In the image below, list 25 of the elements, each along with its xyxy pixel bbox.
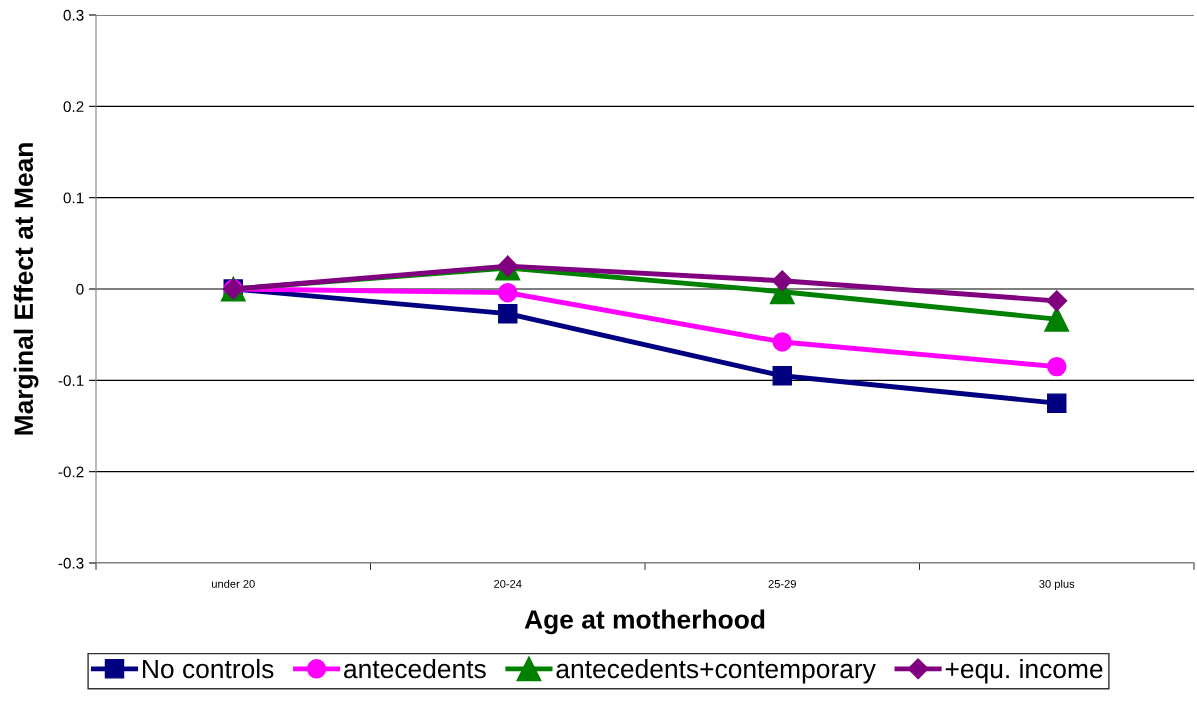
x-tick-label: 20-24 (494, 579, 522, 588)
y-axis-title: Marginal Effect at Mean (13, 143, 39, 435)
x-tick-label: 30 plus (1039, 579, 1075, 591)
y-tick-label: -0.2 (58, 466, 84, 478)
y-tick-label: 0.2 (63, 101, 84, 113)
point (498, 282, 518, 303)
x-axis-title: Age at motherhood (524, 609, 765, 635)
y-tick-label: 0 (76, 283, 84, 295)
point (1046, 290, 1068, 312)
y-tick-label: 0.3 (63, 9, 84, 21)
y-tick-label: -0.1 (58, 375, 84, 387)
legend-label: +equ. income (945, 658, 1103, 684)
point (498, 303, 518, 324)
x-tick-label: under 20 (212, 579, 255, 588)
legend-label: antecedents (344, 658, 486, 679)
legend-label: No controls (143, 658, 274, 679)
legend-label: antecedents+contemporary (556, 658, 876, 684)
point (1047, 393, 1067, 413)
point (772, 366, 792, 386)
point (1047, 356, 1067, 377)
point (771, 270, 793, 292)
y-tick-label: -0.3 (58, 557, 84, 569)
x-tick-label: 25-29 (768, 579, 796, 588)
y-tick-label: 0.1 (63, 192, 84, 204)
point (772, 332, 792, 352)
